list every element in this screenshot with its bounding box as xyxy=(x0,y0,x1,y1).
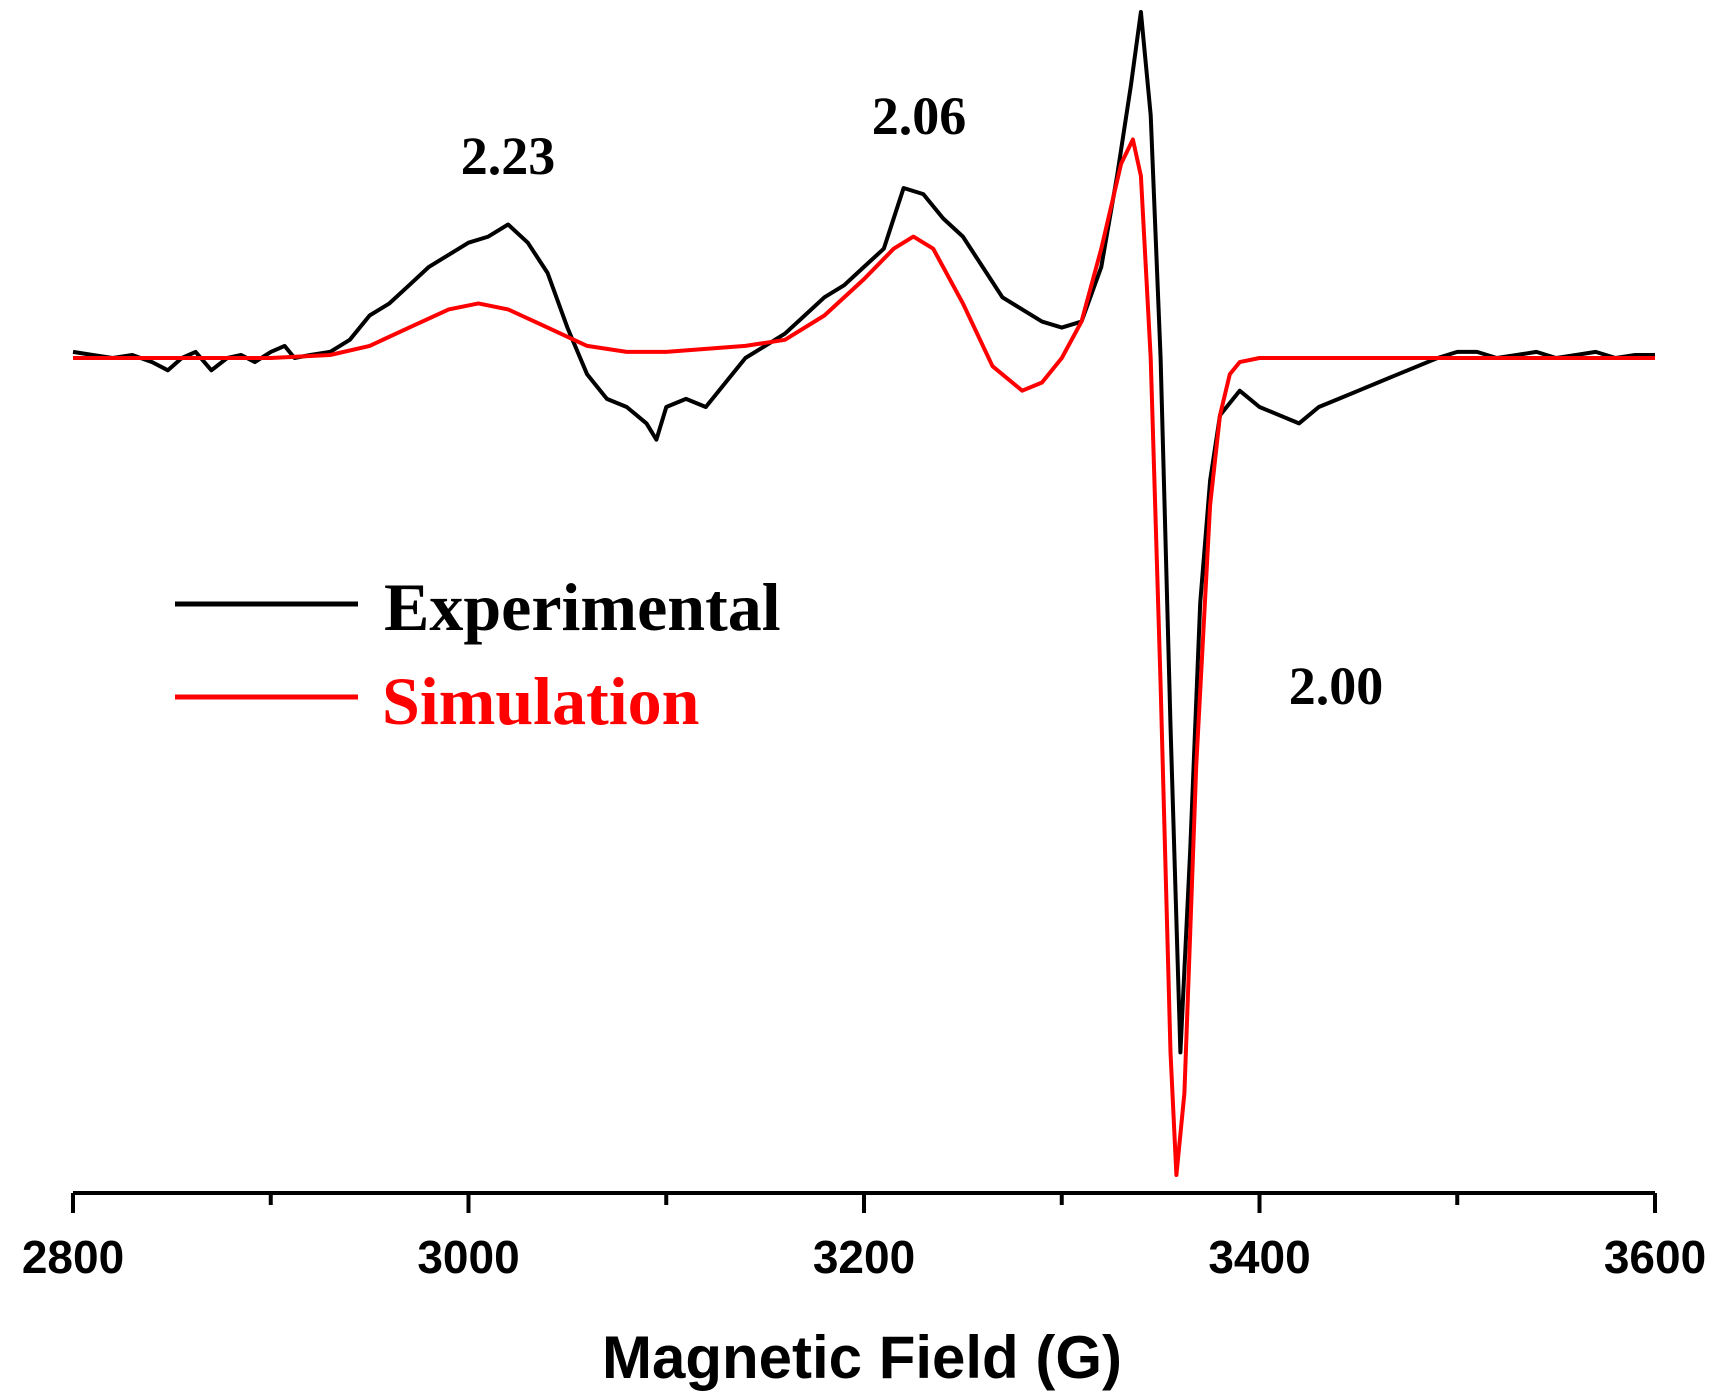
x-axis-ticks xyxy=(71,1193,1657,1213)
x-tick-label-3600: 3600 xyxy=(1604,1231,1706,1283)
x-tick-label-3200: 3200 xyxy=(813,1231,915,1283)
x-axis: 2800 3000 3200 3400 3600 xyxy=(22,1191,1706,1283)
annotation-g-2-00: 2.00 xyxy=(1289,656,1384,716)
g-value-annotations: 2.23 2.06 2.00 xyxy=(461,86,1384,716)
x-axis-title: Magnetic Field (G) xyxy=(602,1324,1122,1391)
annotation-g-2-06: 2.06 xyxy=(872,86,967,146)
x-tick-label-3000: 3000 xyxy=(417,1231,519,1283)
x-axis-tick-labels: 2800 3000 3200 3400 3600 xyxy=(22,1231,1706,1283)
series-line-simulation xyxy=(73,137,1655,1177)
plot-series xyxy=(72,10,1655,1177)
legend: Experimental Simulation xyxy=(175,569,781,739)
x-tick-label-3400: 3400 xyxy=(1208,1231,1310,1283)
legend-label-simulation: Simulation xyxy=(382,663,699,739)
series-line-experimental xyxy=(72,10,1655,1055)
annotation-g-2-23: 2.23 xyxy=(461,126,556,186)
x-tick-label-2800: 2800 xyxy=(22,1231,124,1283)
legend-label-experimental: Experimental xyxy=(384,569,781,645)
